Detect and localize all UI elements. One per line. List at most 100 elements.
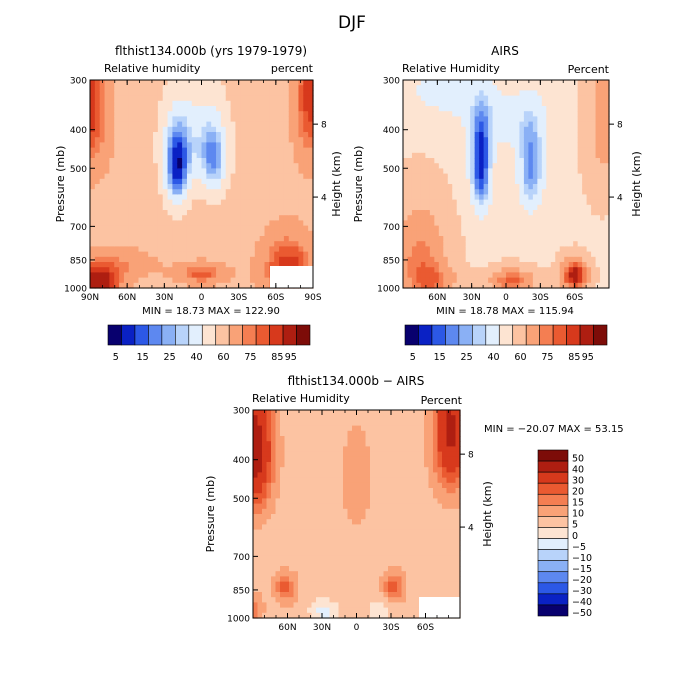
heatmap-cell [550, 158, 556, 164]
heatmap-cell [365, 451, 371, 458]
heatmap-cell [211, 272, 217, 279]
heatmap-cell [298, 158, 304, 164]
heatmap-cell [133, 111, 140, 117]
heatmap-cell [356, 425, 362, 432]
heatmap-cell [329, 508, 335, 515]
heatmap-cell [249, 210, 256, 216]
heatmap-cell [352, 456, 358, 463]
heatmap-cell [94, 168, 101, 175]
heatmap-cell [114, 80, 120, 86]
heatmap-cell [254, 199, 261, 206]
heatmap-cell [94, 184, 101, 190]
heatmap-cell [461, 90, 467, 97]
heatmap-cell [550, 230, 556, 237]
heatmap-cell [289, 441, 295, 447]
heatmap-cell [483, 236, 489, 242]
heatmap-cell [186, 142, 193, 149]
heatmap-cell [162, 147, 169, 154]
heatmap-cell [253, 477, 259, 484]
heatmap-cell [501, 106, 507, 112]
heatmap-cell [429, 121, 435, 128]
heatmap-cell [114, 241, 120, 247]
heatmap-cell [298, 534, 304, 541]
heatmap-cell [600, 142, 606, 149]
heatmap-cell [352, 592, 358, 598]
heatmap-cell [182, 90, 188, 97]
heatmap-cell [573, 210, 579, 216]
heatmap-cell [523, 90, 529, 97]
heatmap-cell [123, 246, 130, 253]
heatmap-cell [429, 147, 435, 154]
heatmap-cell [157, 262, 164, 268]
heatmap-cell [456, 246, 462, 253]
heatmap-cell [293, 85, 300, 91]
heatmap-cell [416, 272, 422, 279]
heatmap-cell [148, 163, 154, 169]
heatmap-cell [280, 436, 286, 442]
heatmap-cell [604, 178, 610, 185]
heatmap-cell [325, 477, 331, 484]
heatmap-cell [470, 168, 476, 175]
heatmap-cell [123, 225, 130, 232]
heatmap-cell [262, 560, 268, 567]
heatmap-cell [90, 90, 96, 97]
heatmap-cell [259, 173, 266, 180]
heatmap-cell [452, 204, 458, 211]
heatmap-cell [240, 220, 246, 227]
heatmap-cell [537, 210, 543, 216]
heatmap-cell [523, 106, 529, 112]
heatmap-cell [307, 498, 313, 505]
heatmap-cell [211, 106, 217, 112]
heatmap-cell [316, 555, 322, 562]
heatmap-cell [510, 282, 516, 289]
heatmap-cell [559, 282, 565, 289]
heatmap-cell [403, 137, 409, 143]
heatmap-cell [347, 425, 353, 432]
heatmap-cell [264, 132, 270, 138]
heatmap-cell [90, 142, 96, 149]
heatmap-cell [488, 199, 494, 206]
heatmap-cell [564, 184, 570, 190]
heatmap-cell [206, 230, 212, 237]
heatmap-cell [379, 529, 385, 536]
heatmap-cell [289, 493, 295, 499]
heatmap-cell [370, 415, 376, 421]
heatmap-cell [128, 116, 135, 123]
heatmap-cell [550, 137, 556, 143]
heatmap-cell [452, 106, 458, 112]
heatmap-cell [600, 225, 606, 232]
heatmap-cell [343, 446, 349, 453]
heatmap-cell [338, 571, 344, 577]
heatmap-cell [361, 441, 367, 447]
heatmap-cell [257, 415, 263, 421]
heatmap-cell [316, 592, 322, 598]
heatmap-cell [429, 163, 435, 169]
heatmap-cell [591, 158, 597, 164]
heatmap-cell [434, 277, 440, 284]
heatmap-cell [492, 246, 498, 253]
heatmap-cell [157, 137, 164, 143]
heatmap-cell [379, 519, 385, 525]
heatmap-cell [240, 100, 246, 107]
heatmap-cell [438, 225, 444, 232]
heatmap-cell [434, 121, 440, 128]
heatmap-cell [347, 540, 353, 546]
x-tick-label: 60S [566, 293, 583, 303]
heatmap-cell [420, 168, 426, 175]
heatmap-cell [461, 137, 467, 143]
heatmap-cell [564, 251, 570, 258]
heatmap-cell [591, 230, 597, 237]
heatmap-cell [316, 612, 322, 619]
heatmap-cell [438, 241, 444, 247]
heatmap-cell [123, 282, 130, 289]
heatmap-cell [284, 430, 290, 437]
heatmap-cell [123, 262, 130, 268]
heatmap-cell [443, 220, 449, 227]
heatmap-cell [201, 230, 207, 237]
heatmap-cell [514, 137, 521, 143]
heatmap-cell [298, 571, 304, 577]
heatmap-cell [196, 282, 203, 289]
heatmap-cell [271, 441, 277, 447]
heatmap-cell [325, 586, 331, 593]
heatmap-cell [537, 236, 543, 242]
